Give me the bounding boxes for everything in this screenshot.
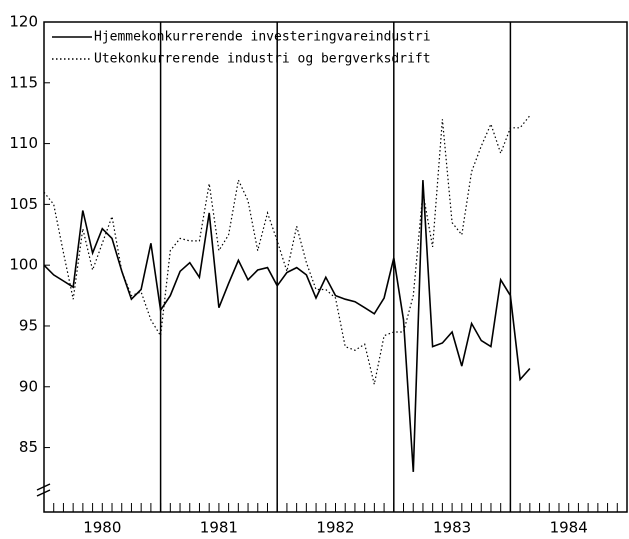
- y-tick-label: 110: [9, 134, 38, 152]
- y-tick-label: 115: [9, 73, 38, 91]
- y-tick-label: 105: [9, 195, 38, 213]
- x-tick-label: 1984: [550, 519, 588, 537]
- x-tick-label: 1983: [433, 519, 471, 537]
- y-tick-label: 90: [19, 377, 38, 395]
- x-tick-label: 1982: [316, 519, 354, 537]
- y-tick-label: 120: [9, 13, 38, 31]
- y-tick-label: 95: [19, 316, 38, 334]
- x-tick-label: 1981: [200, 519, 238, 537]
- y-tick-label: 85: [19, 438, 38, 456]
- legend-label: Utekonkurrerende industri og bergverksdr…: [94, 52, 431, 67]
- legend-label: Hjemmekonkurrerende investeringvareindus…: [94, 30, 431, 45]
- axis-break: [36, 483, 51, 497]
- plot-frame: [43, 21, 628, 513]
- y-tick-label: 100: [9, 256, 38, 274]
- x-tick-label: 1980: [83, 519, 121, 537]
- series-line: [43, 115, 531, 385]
- series-line: [43, 180, 531, 472]
